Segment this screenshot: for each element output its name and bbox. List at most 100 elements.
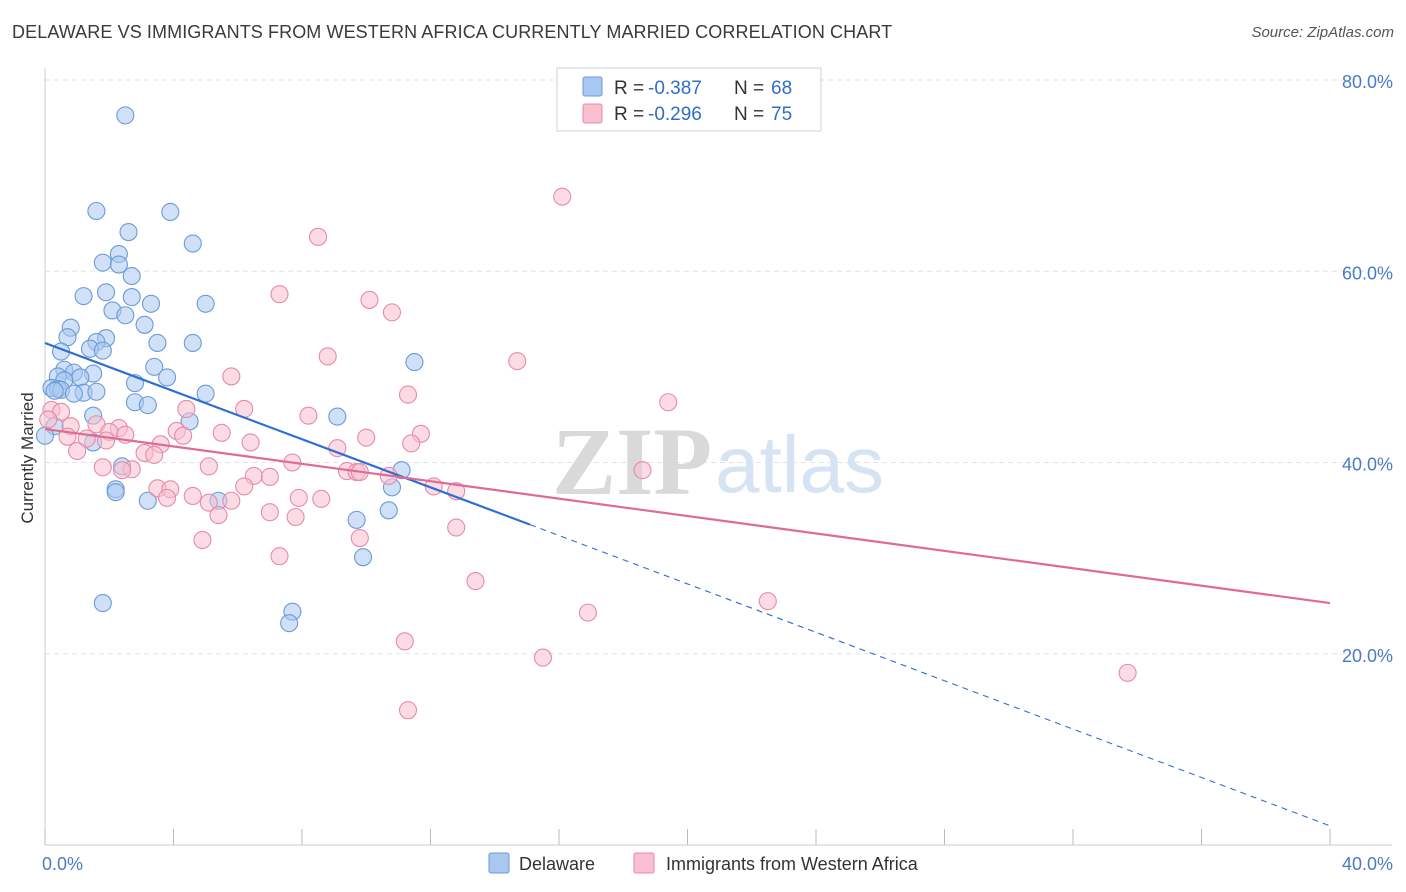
- data-point-western-africa: [312, 489, 331, 508]
- data-point-western-africa: [145, 445, 164, 464]
- data-point-delaware: [96, 283, 116, 302]
- data-point-western-africa: [177, 399, 196, 419]
- data-point-delaware: [93, 253, 112, 272]
- data-point-western-africa: [235, 477, 254, 496]
- data-point-delaware: [71, 368, 90, 387]
- legend-swatch-western-africa: [582, 103, 603, 124]
- bottom-legend-label-western-africa: Immigrants from Western Africa: [666, 854, 919, 874]
- data-point-delaware: [161, 202, 180, 222]
- data-point-delaware: [64, 384, 83, 403]
- data-point-delaware: [122, 266, 141, 286]
- axes: [44, 68, 1392, 846]
- legend-n-value-western-africa: 75: [771, 104, 792, 125]
- y-tick-label: 60.0%: [1342, 263, 1393, 283]
- data-point-western-africa: [382, 303, 402, 322]
- data-point-western-africa: [260, 467, 279, 486]
- data-point-western-africa: [350, 528, 369, 548]
- data-point-western-africa: [466, 572, 485, 591]
- data-point-delaware: [135, 315, 154, 334]
- y-tick-label: 80.0%: [1342, 72, 1393, 92]
- y-tick-labels: 20.0% 40.0% 60.0% 80.0%: [1342, 72, 1393, 666]
- data-point-western-africa: [299, 406, 318, 425]
- data-point-western-africa: [193, 530, 212, 550]
- data-point-delaware: [93, 341, 112, 360]
- data-point-western-africa: [578, 603, 597, 622]
- trend-lines: [44, 341, 1331, 827]
- data-point-western-africa: [553, 187, 572, 206]
- legend: R = -0.387 N = 68 R = -0.296 N = 75: [556, 67, 822, 132]
- data-point-delaware: [183, 333, 202, 353]
- legend-n-label-western-africa: N =: [734, 104, 764, 125]
- data-point-delaware: [138, 396, 157, 415]
- data-point-western-africa: [96, 431, 116, 450]
- data-point-western-africa: [398, 385, 418, 404]
- data-point-delaware: [196, 384, 215, 403]
- data-point-delaware: [379, 501, 398, 520]
- data-point-delaware: [183, 234, 202, 253]
- data-point-delaware: [138, 491, 157, 510]
- legend-r-label-western-africa: R =: [614, 104, 644, 125]
- data-point-delaware: [145, 357, 164, 376]
- chart-source: Source: ZipAtlas.com: [1251, 24, 1394, 41]
- data-point-western-africa: [357, 428, 376, 447]
- data-point-delaware: [148, 333, 167, 353]
- data-point-western-africa: [1118, 663, 1137, 682]
- data-point-western-africa: [659, 393, 678, 412]
- data-point-delaware: [158, 368, 177, 387]
- data-point-western-africa: [270, 547, 289, 566]
- legend-swatch-delaware: [582, 76, 603, 97]
- data-point-delaware: [116, 106, 135, 125]
- data-points: [35, 106, 1137, 720]
- data-point-western-africa: [395, 632, 414, 651]
- legend-r-value-delaware: -0.387: [648, 78, 702, 99]
- data-point-delaware: [74, 287, 93, 306]
- data-point-delaware: [353, 548, 373, 567]
- data-point-delaware: [405, 353, 424, 372]
- legend-r-label-delaware: R =: [614, 78, 644, 99]
- watermark-zip: ZIP: [552, 408, 712, 515]
- data-point-western-africa: [39, 410, 58, 429]
- data-point-western-africa: [212, 423, 231, 442]
- data-point-western-africa: [113, 461, 132, 480]
- data-point-western-africa: [318, 347, 337, 366]
- data-point-delaware: [196, 294, 215, 313]
- y-axis-label: Currently Married: [18, 392, 37, 523]
- legend-r-value-western-africa: -0.296: [648, 104, 702, 125]
- data-point-western-africa: [222, 491, 241, 510]
- trend-line-delaware: [44, 341, 531, 526]
- data-point-delaware: [93, 594, 112, 613]
- data-point-delaware: [87, 201, 106, 221]
- data-point-delaware: [109, 255, 128, 274]
- trend-line-western-africa: [44, 427, 1331, 605]
- data-point-western-africa: [183, 486, 202, 506]
- data-point-western-africa: [199, 493, 218, 512]
- watermark: ZIP atlas: [552, 408, 884, 515]
- data-point-western-africa: [360, 290, 379, 309]
- data-point-delaware: [116, 306, 135, 325]
- data-point-western-africa: [508, 352, 527, 371]
- data-point-delaware: [122, 288, 141, 307]
- legend-n-label-delaware: N =: [734, 78, 764, 99]
- y-tick-label: 40.0%: [1342, 455, 1393, 475]
- data-point-western-africa: [633, 461, 652, 480]
- chart-title: DELAWARE VS IMMIGRANTS FROM WESTERN AFRI…: [12, 22, 893, 42]
- data-point-western-africa: [174, 426, 193, 445]
- bottom-legend-swatch-western-africa: [633, 852, 655, 874]
- data-point-delaware: [45, 381, 64, 400]
- data-point-western-africa: [758, 592, 777, 611]
- grid-lines: [45, 79, 1392, 655]
- data-point-western-africa: [158, 488, 177, 507]
- x-tick-labels: 0.0% 40.0%: [42, 854, 1393, 874]
- y-tick-label: 20.0%: [1342, 646, 1393, 666]
- data-point-delaware: [141, 294, 161, 313]
- data-point-western-africa: [289, 488, 308, 507]
- x-tick-label: 40.0%: [1342, 854, 1393, 874]
- watermark-atlas: atlas: [715, 420, 884, 509]
- data-point-western-africa: [398, 701, 418, 720]
- data-point-western-africa: [447, 518, 466, 537]
- data-point-western-africa: [209, 506, 228, 525]
- bottom-legend-label-delaware: Delaware: [519, 854, 595, 874]
- data-point-western-africa: [286, 507, 305, 527]
- data-point-western-africa: [241, 433, 260, 452]
- data-point-western-africa: [270, 285, 289, 304]
